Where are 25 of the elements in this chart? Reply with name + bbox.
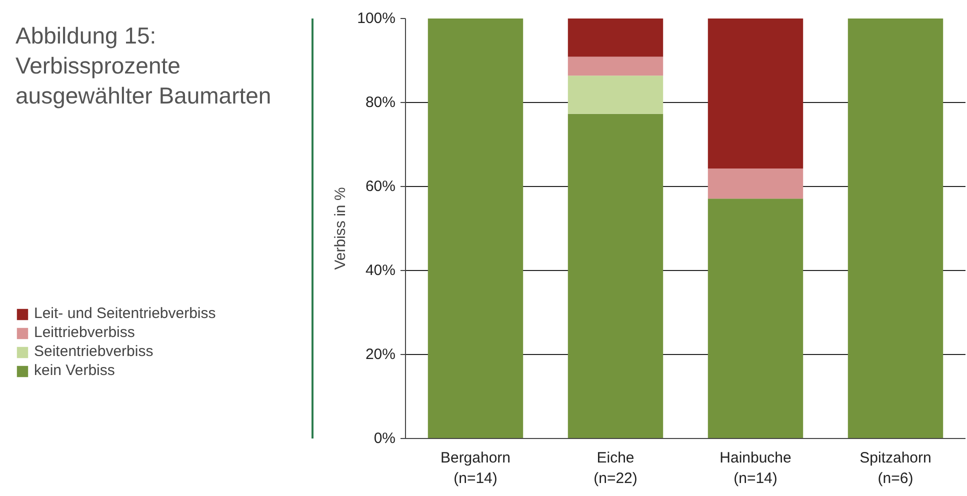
y-tick-label: 100% xyxy=(357,10,396,27)
legend-label: Seitentriebverbiss xyxy=(34,343,154,360)
bar xyxy=(708,18,804,168)
legend-label: Leittriebverbiss xyxy=(34,324,135,341)
y-tick-label: 80% xyxy=(365,94,396,111)
bar xyxy=(568,56,664,76)
bar xyxy=(708,168,804,199)
bar xyxy=(568,76,664,114)
text: Abbildung 15: Verbissprozente ausgewählter Baumarten xyxy=(16,22,272,109)
y-tick-label: 20% xyxy=(365,346,396,363)
legend-label: Leit- und Seitentriebverbiss xyxy=(34,305,216,322)
legend-label: kein Verbiss xyxy=(34,362,115,379)
y-tick-label: 40% xyxy=(365,262,396,279)
y-tick-label: 0% xyxy=(374,430,396,447)
x-tick-label: Eiche (n=22) xyxy=(594,450,638,487)
x-tick-label: Bergahorn (n=14) xyxy=(440,450,511,487)
bar xyxy=(848,18,944,438)
bar xyxy=(428,18,524,438)
y-axis-title: Verbiss in % xyxy=(332,187,350,270)
bar xyxy=(568,18,664,57)
x-tick-label: Spitzahorn (n=6) xyxy=(860,450,932,487)
bar xyxy=(708,198,804,438)
x-tick-label: Hainbuche (n=14) xyxy=(720,450,792,487)
y-tick-label: 60% xyxy=(365,178,396,195)
bar xyxy=(568,114,664,438)
